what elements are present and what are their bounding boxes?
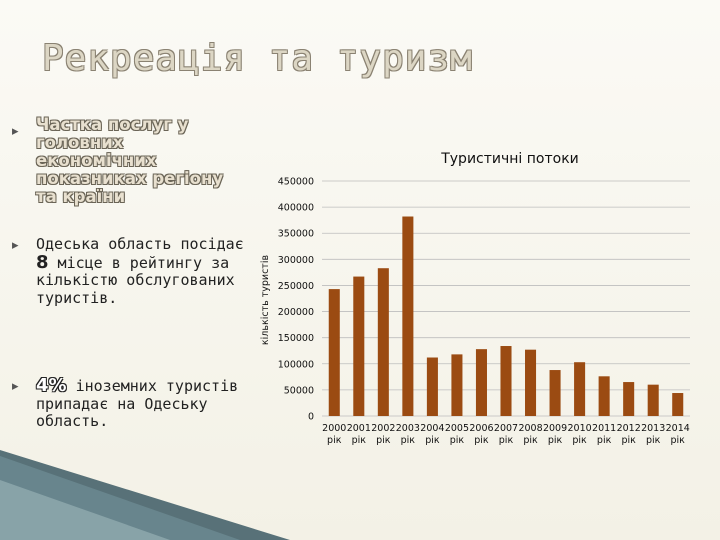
x-tick-label: 2014 bbox=[666, 423, 690, 434]
x-tick-label-unit: рік bbox=[376, 435, 391, 446]
x-tick-label-unit: рік bbox=[401, 435, 416, 446]
slide-title: Рекреація та туризм bbox=[42, 38, 473, 79]
y-tick-label: 200000 bbox=[278, 307, 314, 318]
bars bbox=[328, 216, 684, 416]
x-tick-label-unit: рік bbox=[425, 435, 440, 446]
bar bbox=[672, 393, 684, 416]
bullet-2-pre: Одеська область посідає bbox=[36, 235, 244, 253]
x-tick-label-unit: рік bbox=[572, 435, 587, 446]
y-tick-label: 50000 bbox=[284, 385, 314, 396]
x-tick-label: 2002 bbox=[371, 423, 395, 434]
x-tick-label-unit: рік bbox=[671, 435, 686, 446]
bullet-2-post: місце в рейтингу за кількістю обслугован… bbox=[36, 253, 235, 307]
x-tick-label-unit: рік bbox=[523, 435, 538, 446]
x-tick-label-unit: рік bbox=[450, 435, 465, 446]
bullet-1-text: Частка послуг у головних економічних пок… bbox=[36, 115, 224, 206]
x-tick-label: 2012 bbox=[617, 423, 641, 434]
y-tick-label: 250000 bbox=[278, 281, 314, 292]
x-tick-label: 2008 bbox=[518, 423, 542, 434]
y-tick-label: 0 bbox=[308, 412, 314, 423]
bar bbox=[623, 382, 635, 416]
bar bbox=[353, 276, 365, 416]
x-tick-label-unit: рік bbox=[548, 435, 563, 446]
bar-chart: Туристичні потоки кількість туристів 0 50… bbox=[260, 151, 690, 446]
x-tick-label: 2011 bbox=[592, 423, 616, 434]
x-tick-label: 2000 bbox=[322, 423, 346, 434]
chart-title: Туристичні потоки bbox=[440, 151, 579, 167]
bullet-arrow-icon: ▸ bbox=[12, 238, 19, 253]
x-tick-label: 2013 bbox=[641, 423, 665, 434]
x-tick-label-unit: рік bbox=[352, 435, 367, 446]
y-tick-label: 300000 bbox=[278, 255, 314, 266]
bar bbox=[647, 384, 659, 416]
bar bbox=[525, 349, 537, 416]
x-tick-label: 2007 bbox=[494, 423, 518, 434]
bar bbox=[451, 354, 463, 416]
x-tick-label-unit: рік bbox=[646, 435, 661, 446]
y-tick-label: 150000 bbox=[278, 333, 314, 344]
x-tick-labels: 2000рік2001рік2002рік2003рік2004рік2005р… bbox=[322, 423, 690, 446]
x-tick-label: 2003 bbox=[396, 423, 420, 434]
bar bbox=[377, 268, 389, 416]
x-tick-label-unit: рік bbox=[621, 435, 636, 446]
decorative-wedge bbox=[0, 450, 290, 540]
y-tick-label: 100000 bbox=[278, 359, 314, 370]
bar bbox=[574, 362, 586, 416]
bar bbox=[426, 357, 438, 416]
y-tick-label: 400000 bbox=[278, 203, 314, 214]
bullet-2-highlight: 8 bbox=[36, 251, 49, 273]
x-tick-label-unit: рік bbox=[597, 435, 612, 446]
bullet-2-text: Одеська область посідає 8 місце в рейтин… bbox=[36, 235, 246, 307]
bar bbox=[402, 216, 414, 416]
bar bbox=[500, 346, 512, 416]
x-tick-label: 2005 bbox=[445, 423, 469, 434]
bullet-arrow-icon: ▸ bbox=[12, 124, 19, 139]
y-tick-label: 350000 bbox=[278, 229, 314, 240]
x-tick-label-unit: рік bbox=[327, 435, 342, 446]
bar bbox=[549, 370, 561, 416]
y-tick-label: 450000 bbox=[278, 177, 314, 188]
x-tick-label: 2006 bbox=[469, 423, 493, 434]
y-axis-label: кількість туристів bbox=[260, 255, 271, 346]
bullet-3-highlight: 4% bbox=[36, 375, 67, 396]
x-tick-label: 2010 bbox=[568, 423, 592, 434]
x-tick-label-unit: рік bbox=[499, 435, 514, 446]
bullet-arrow-icon: ▸ bbox=[12, 379, 19, 394]
x-tick-label-unit: рік bbox=[474, 435, 489, 446]
bullet-3-text: 4% іноземних туристів припадає на Одеськ… bbox=[36, 377, 246, 431]
bullet-3-post: іноземних туристів припадає на Одеську о… bbox=[36, 377, 239, 430]
x-tick-label: 2009 bbox=[543, 423, 567, 434]
x-tick-label: 2004 bbox=[420, 423, 444, 434]
bar bbox=[328, 289, 340, 416]
y-tick-labels: 0 50000 100000 150000 200000 250000 300000 3500… bbox=[278, 177, 314, 423]
bar bbox=[598, 376, 610, 416]
bar bbox=[475, 349, 487, 416]
x-tick-label: 2001 bbox=[347, 423, 371, 434]
